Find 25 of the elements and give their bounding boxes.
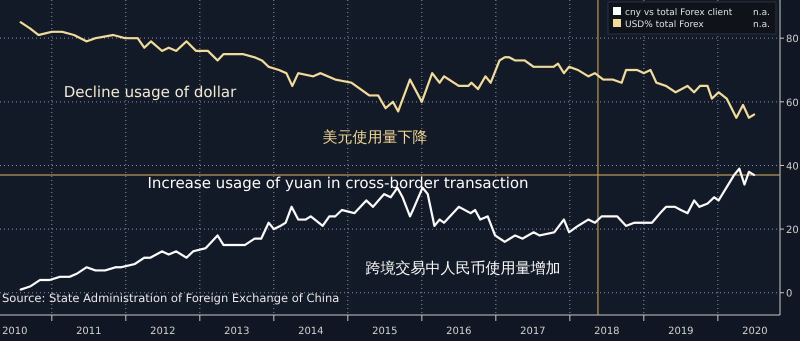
x-tick-label: 2020 [742,326,768,337]
x-tick-label: 2015 [372,326,398,337]
x-tick-label: 2017 [520,326,546,337]
annotation: n.a. [753,20,770,30]
y-tick-label: 40 [786,161,799,172]
annotation: 跨境交易中人民币使用量增加 [366,259,560,277]
x-tick-label: 2016 [446,326,472,337]
x-tick-label: 2019 [668,326,694,337]
y-tick-label: 20 [786,225,799,236]
x-tick-label: 2010 [2,326,28,337]
legend-label: cny vs total Forex client [625,8,733,18]
x-tick-label: 2012 [150,326,176,337]
annotation: n.a. [753,8,770,18]
x-tick-label: 2013 [224,326,250,337]
y-tick-label: 80 [786,34,799,46]
x-tick-label: 2014 [298,326,324,337]
x-tick-label: 2018 [594,326,620,337]
x-tick-label: 2011 [76,326,102,337]
annotation: Increase usage of yuan in cross-border transaction [147,174,529,192]
annotation: 美元使用量下降 [322,128,428,146]
annotation: Decline usage of dollar [64,83,238,101]
y-tick-label: 0 [786,288,792,300]
y-tick-label: 60 [786,98,799,109]
annotation: Source: State Administration of Foreign Exchange of China [2,291,340,305]
legend-label: USD% total Forex [625,20,704,30]
